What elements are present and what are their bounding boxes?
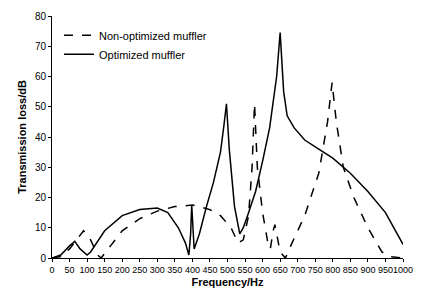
svg-text:0: 0 xyxy=(49,265,54,275)
svg-text:650: 650 xyxy=(273,265,288,275)
svg-text:500: 500 xyxy=(220,265,235,275)
svg-text:Transmission loss/dB: Transmission loss/dB xyxy=(16,80,28,194)
svg-text:700: 700 xyxy=(290,265,305,275)
svg-text:950: 950 xyxy=(378,265,393,275)
svg-text:80: 80 xyxy=(35,11,47,22)
svg-text:40: 40 xyxy=(35,132,47,143)
svg-text:0: 0 xyxy=(40,253,46,264)
svg-text:600: 600 xyxy=(255,265,270,275)
svg-text:550: 550 xyxy=(238,265,253,275)
svg-text:350: 350 xyxy=(167,265,182,275)
svg-text:250: 250 xyxy=(132,265,147,275)
svg-text:450: 450 xyxy=(202,265,217,275)
svg-text:30: 30 xyxy=(35,162,47,173)
svg-text:70: 70 xyxy=(35,41,47,52)
svg-text:850: 850 xyxy=(343,265,358,275)
svg-text:800: 800 xyxy=(325,265,340,275)
svg-text:100: 100 xyxy=(80,265,95,275)
svg-text:1000: 1000 xyxy=(393,265,413,275)
svg-text:150: 150 xyxy=(97,265,112,275)
svg-text:10: 10 xyxy=(35,222,47,233)
svg-text:50: 50 xyxy=(35,101,47,112)
svg-text:60: 60 xyxy=(35,71,47,82)
svg-text:300: 300 xyxy=(150,265,165,275)
svg-text:50: 50 xyxy=(65,265,75,275)
svg-text:900: 900 xyxy=(360,265,375,275)
svg-text:Non-optimized muffler: Non-optimized muffler xyxy=(99,30,207,42)
svg-text:200: 200 xyxy=(115,265,130,275)
svg-text:400: 400 xyxy=(185,265,200,275)
svg-text:20: 20 xyxy=(35,192,47,203)
svg-text:Optimized muffler: Optimized muffler xyxy=(99,49,185,61)
svg-text:Frequency/Hz: Frequency/Hz xyxy=(191,276,264,288)
svg-text:750: 750 xyxy=(308,265,323,275)
